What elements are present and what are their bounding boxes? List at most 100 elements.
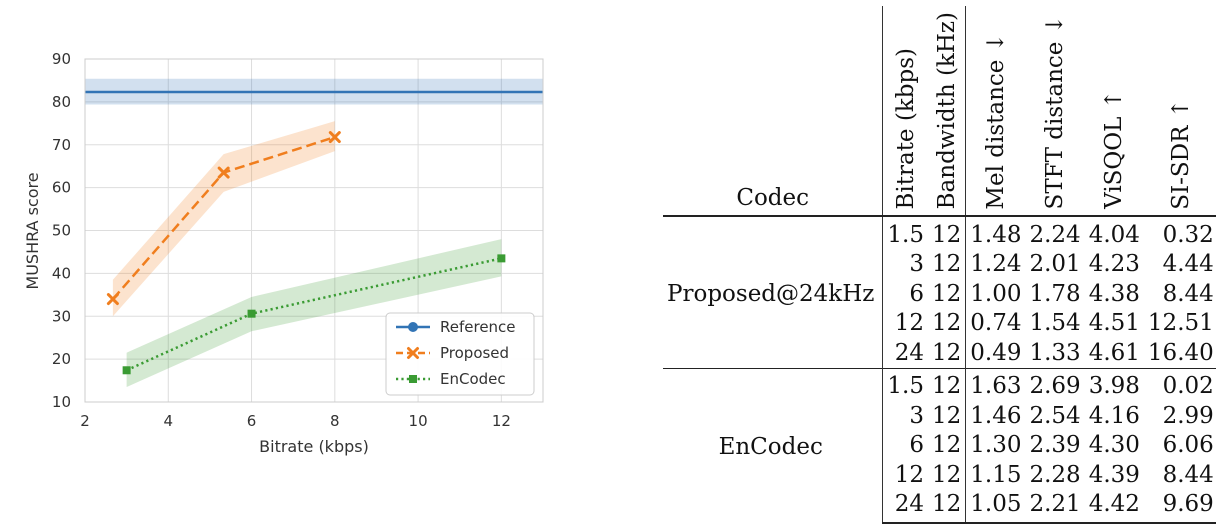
header-sisdr-label: SI-SDR ↑: [1167, 98, 1194, 210]
table-row: Proposed@24kHz 1.5 12 1.48 2.24 4.04 0.3…: [663, 216, 1216, 307]
y-tick-label: 30: [52, 307, 71, 325]
legend-proposed-label: Proposed: [440, 344, 509, 362]
cell-bitrate: 3: [882, 249, 928, 280]
header-stft: STFT distance ↓: [1025, 6, 1085, 218]
legend-box: [385, 312, 535, 396]
cell-stft: 2.24: [1029, 221, 1081, 248]
legend: Reference Proposed EnCodec: [385, 312, 535, 396]
cell-sisdr: 16.40: [1147, 339, 1214, 366]
cell-bitrate: 3: [882, 401, 928, 431]
cell-stft: 1.33: [1029, 339, 1081, 366]
cell-bandwidth: 12: [931, 461, 962, 488]
cell-stft: 2.01: [1029, 251, 1081, 278]
cell-mel: 1.05: [965, 489, 1026, 525]
cell-sisdr: 2.99: [1162, 402, 1214, 429]
table-header-row: Codec Bitrate (kbps) Bandwidth (kHz) Mel…: [663, 6, 1216, 218]
cell-mel: 0.74: [965, 308, 1026, 339]
table-row: 24 12 1.05 2.21 4.42 9.69: [663, 489, 1216, 525]
cell-sisdr: 8.44: [1162, 280, 1214, 307]
cell-sisdr: 0.32: [1162, 221, 1214, 248]
metrics-table: Codec Bitrate (kbps) Bandwidth (kHz) Mel…: [663, 6, 1216, 525]
header-mel-label: Mel distance ↓: [982, 32, 1009, 210]
proposed-marker: [328, 131, 341, 144]
table-row: 12 12 0.74 1.54 4.51 12.51: [663, 308, 1216, 339]
cell-sisdr: 12.51: [1147, 310, 1214, 337]
cell-stft: 2.54: [1029, 402, 1081, 429]
plot-frame: [84, 58, 544, 403]
cell-visqol: 3.98: [1084, 367, 1144, 402]
cell-bitrate: 1.5: [882, 216, 928, 250]
cell-sisdr: 8.44: [1162, 461, 1214, 488]
cell-visqol: 4.42: [1084, 489, 1144, 525]
cell-bitrate: 6: [882, 430, 928, 461]
legend-reference-label: Reference: [440, 318, 516, 336]
cell-stft: 2.21: [1025, 489, 1085, 525]
cell-mel: 1.63: [965, 367, 1026, 402]
codec-name-cell: Proposed@24kHz: [667, 280, 875, 307]
results-table: Codec Bitrate (kbps) Bandwidth (kHz) Mel…: [663, 6, 1216, 526]
cell-mel: 1.15: [965, 460, 1026, 490]
header-mel: Mel distance ↓: [965, 6, 1026, 218]
cell-visqol: 4.38: [1088, 280, 1140, 307]
cell-bitrate: 6: [882, 279, 928, 309]
header-bandwidth-label: Bandwidth (kHz): [933, 12, 960, 210]
cell-visqol: 4.23: [1088, 251, 1140, 278]
cell-sisdr: 9.69: [1143, 489, 1216, 525]
cell-sisdr: 6.06: [1162, 432, 1214, 459]
y-tick-label: 40: [52, 264, 71, 282]
table-row: 12 12 1.15 2.28 4.39 8.44: [663, 460, 1216, 490]
y-tick-label: 20: [52, 350, 71, 368]
cell-bandwidth: 12: [931, 251, 962, 278]
cell-bitrate: 24: [882, 338, 928, 369]
cell-mel: 1.30: [965, 430, 1026, 461]
header-visqol: ViSQOL ↑: [1084, 6, 1144, 218]
table-group-encodec: EnCodec 1.5 12 1.63 2.69 3.98 0.02 3 12 …: [663, 367, 1216, 525]
legend-encodec-marker: [409, 375, 417, 383]
cell-bandwidth: 12: [927, 367, 966, 402]
header-sisdr: SI-SDR ↑: [1143, 6, 1216, 218]
cell-visqol: 4.16: [1088, 402, 1140, 429]
x-tick-label: 10: [409, 412, 428, 430]
codec-name-cell: EnCodec: [663, 367, 883, 524]
cell-stft: 2.39: [1029, 432, 1081, 459]
y-tick-label: 60: [52, 179, 71, 197]
header-codec: Codec: [663, 6, 883, 218]
cell-visqol: 4.61: [1088, 339, 1140, 366]
table-row: 3 12 1.24 2.01 4.23 4.44: [663, 249, 1216, 280]
y-tick-label: 70: [52, 136, 71, 154]
y-tick-label: 80: [52, 93, 71, 111]
cell-visqol: 4.51: [1088, 310, 1140, 337]
cell-bitrate: 1.5: [882, 367, 928, 402]
legend-encodec-label: EnCodec: [440, 370, 506, 388]
x-tick-label: 6: [247, 412, 257, 430]
cell-bandwidth: 12: [931, 432, 962, 459]
x-tick-labels: 2 4 6 8 10 12: [80, 412, 511, 430]
cell-bandwidth: 12: [931, 402, 962, 429]
y-tick-label: 90: [52, 50, 71, 68]
table-row: 3 12 1.46 2.54 4.16 2.99: [663, 401, 1216, 431]
mushra-chart: 2 4 6 8 10 12 10 20 30 40 50 60 70 80 90 Bitrate (kbp…: [23, 50, 544, 456]
cell-bandwidth: 12: [931, 280, 962, 307]
x-axis-label: Bitrate (kbps): [259, 437, 369, 456]
legend-reference-marker: [408, 322, 418, 332]
cell-bitrate: 24: [882, 489, 928, 525]
grid: [84, 58, 543, 403]
cell-mel: 1.46: [965, 401, 1026, 431]
cell-stft: 2.69: [1025, 367, 1085, 402]
header-bitrate-label: Bitrate (kbps): [892, 47, 919, 210]
legend-proposed-marker: [407, 347, 419, 359]
cell-sisdr: 4.44: [1162, 251, 1214, 278]
cell-bandwidth: 12: [931, 221, 962, 248]
proposed-confidence-band: [112, 121, 335, 317]
cell-stft: 1.78: [1029, 280, 1081, 307]
x-tick-label: 8: [330, 412, 340, 430]
cell-mel: 1.24: [965, 249, 1026, 280]
header-stft-label: STFT distance ↓: [1042, 14, 1069, 210]
y-tick-label: 50: [52, 222, 71, 240]
cell-bandwidth: 12: [927, 489, 966, 525]
table-row: EnCodec 1.5 12 1.63 2.69 3.98 0.02: [663, 367, 1216, 524]
cell-visqol: 4.30: [1088, 432, 1140, 459]
x-tick-label: 4: [163, 412, 173, 430]
table-row: 6 12 1.00 1.78 4.38 8.44: [663, 279, 1216, 309]
x-tick-label: 2: [80, 412, 90, 430]
